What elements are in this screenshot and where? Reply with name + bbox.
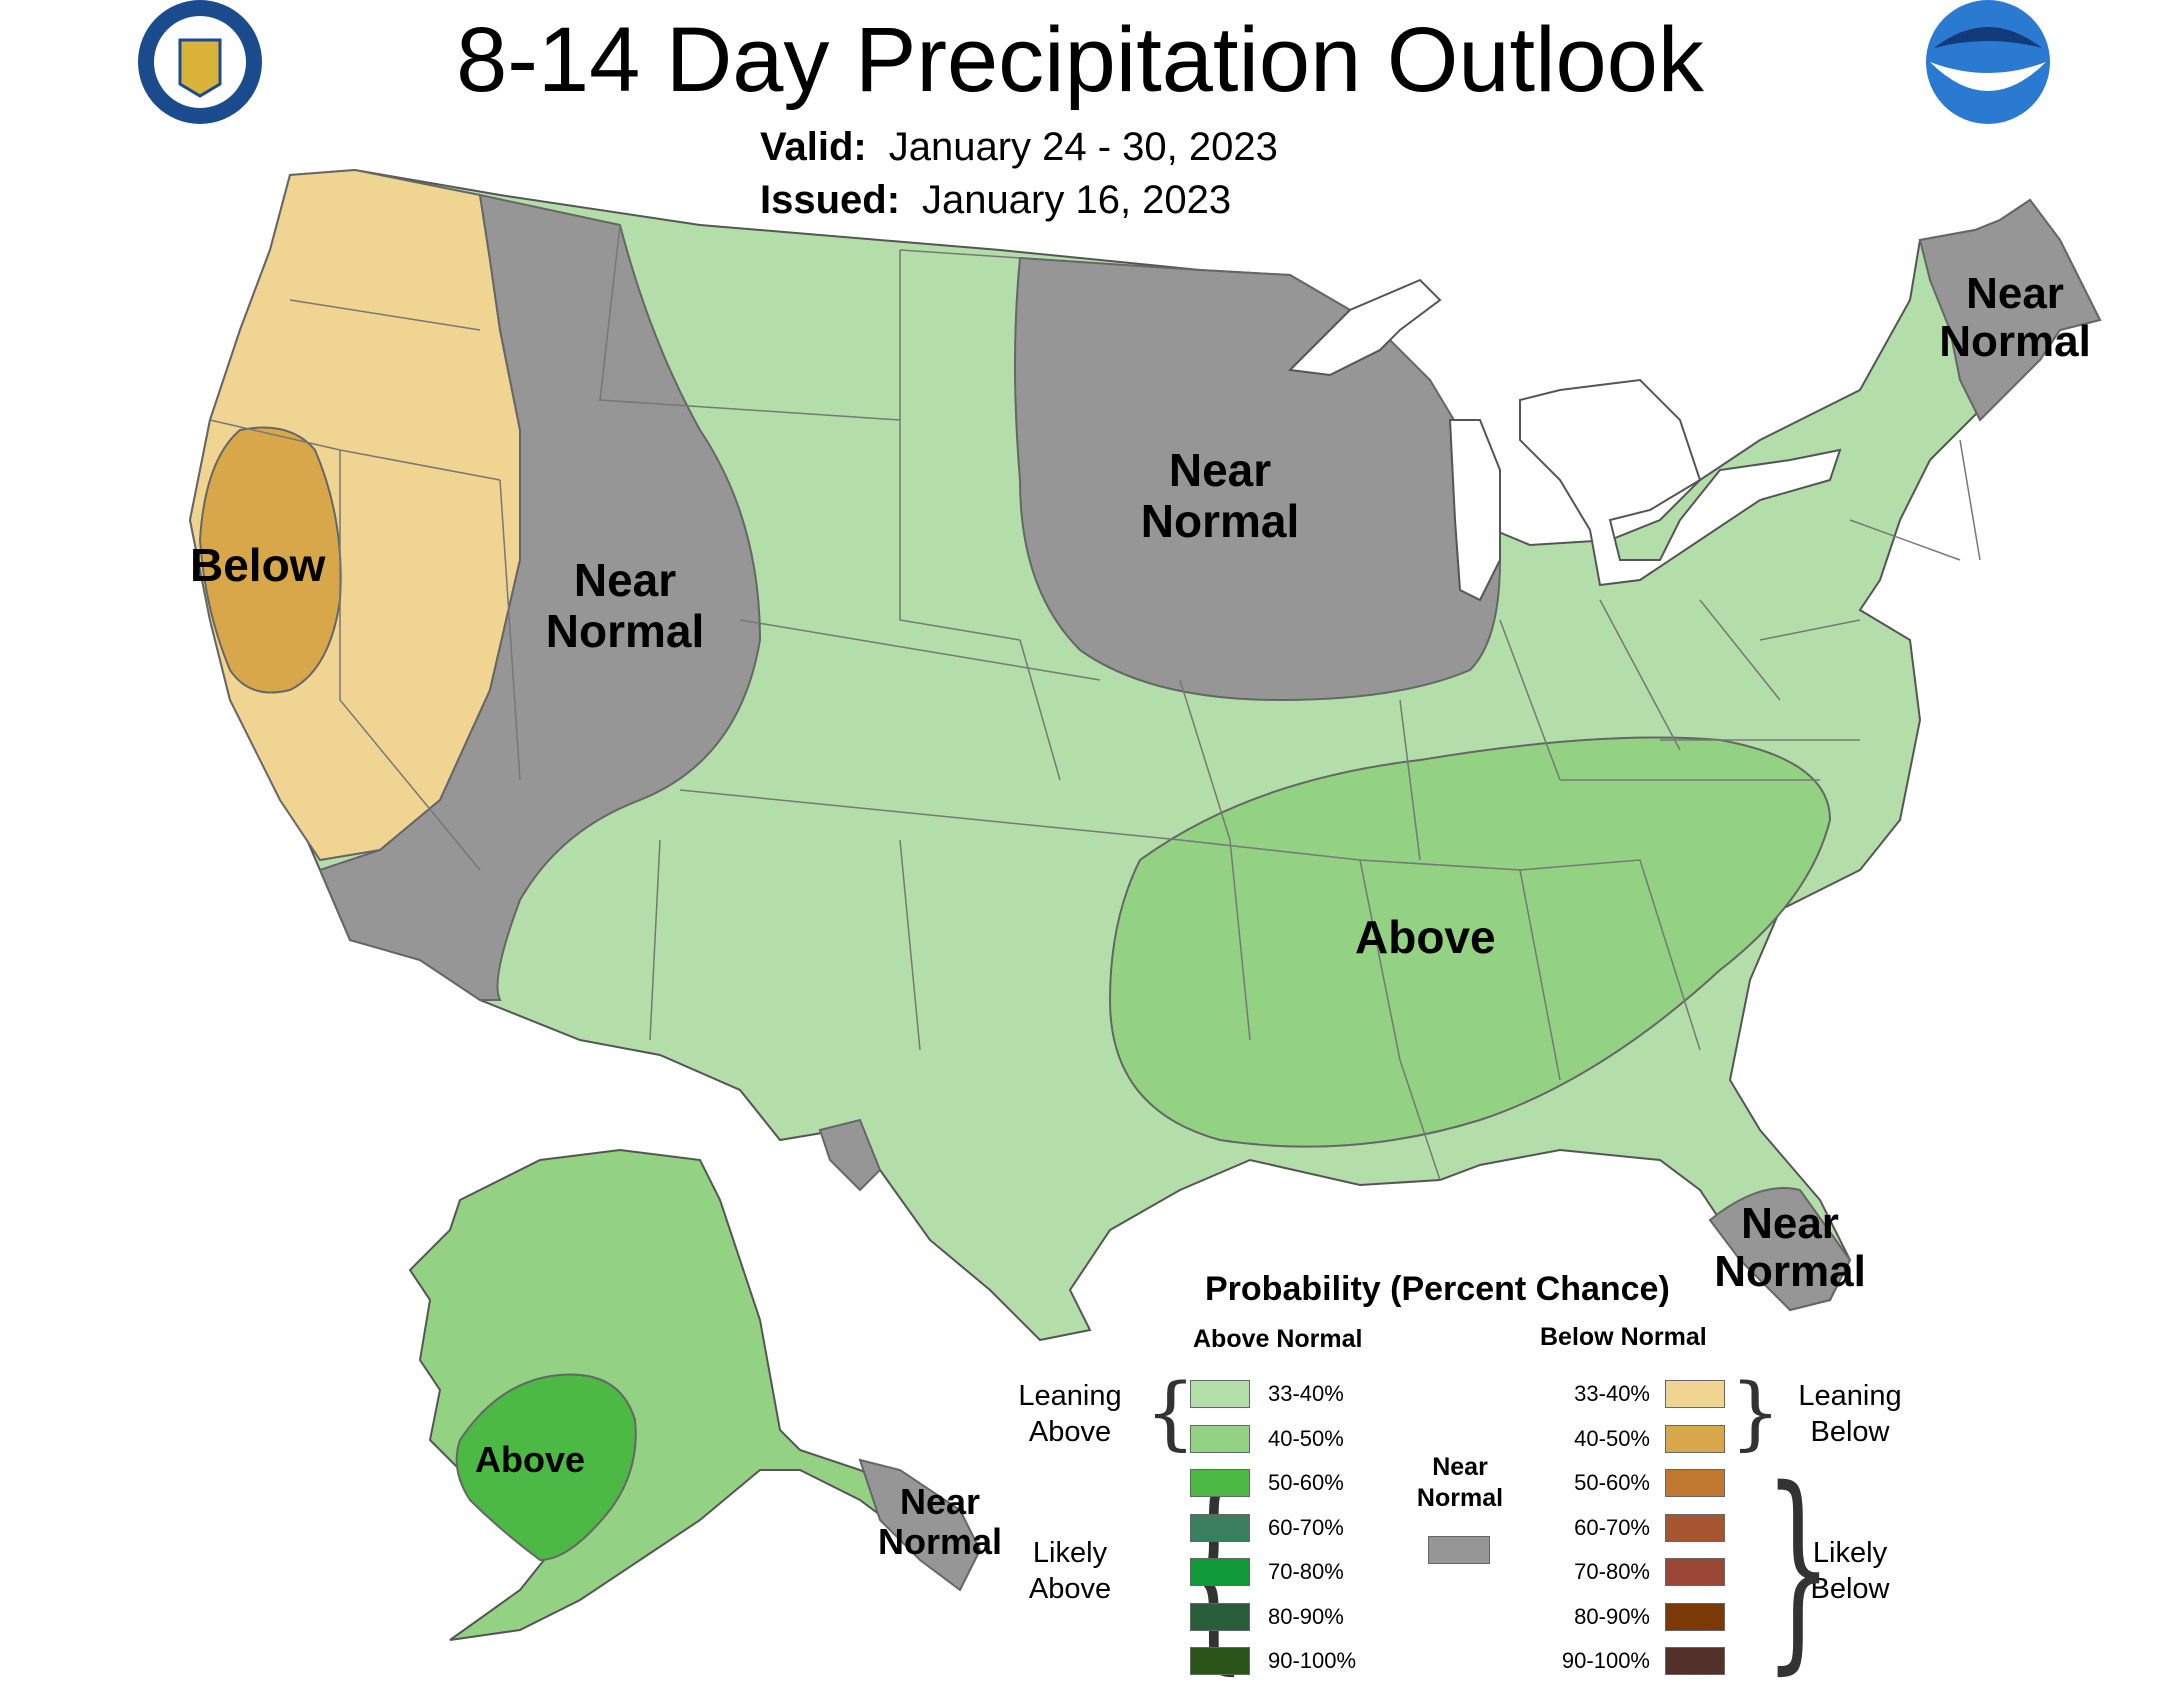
below-legend-range-6: 90-100% (1561, 1648, 1650, 1673)
alaska-near-normal-area (858, 1458, 982, 1592)
legend-above-header: Above Normal (1193, 1325, 1363, 1353)
issued-date-line: Issued: January 16, 2023 (760, 178, 1231, 223)
below-legend-swatch-4 (1665, 1558, 1725, 1586)
above-legend-range-5: 80-90% (1268, 1603, 1344, 1629)
midwest-near-normal-area (1014, 256, 1502, 702)
below-legend-range-4: 70-80% (1574, 1559, 1650, 1584)
texas-near-normal-area (818, 1118, 882, 1192)
legend-leaning-below: Leaning Below (1798, 1380, 1902, 1449)
above-legend-swatch-6 (1190, 1647, 1250, 1675)
below-legend-swatch-0 (1665, 1380, 1725, 1408)
legend-below-header: Below Normal (1540, 1323, 1707, 1351)
southeast-above-area (1108, 736, 1832, 1148)
california-below-area (198, 426, 342, 694)
legend-leaning-above: Leaning Above (1018, 1380, 1122, 1449)
legend-near-swatch (1428, 1536, 1490, 1564)
below-legend-range-5: 80-90% (1574, 1603, 1650, 1629)
state-boundaries (209, 224, 1981, 1181)
above-legend-swatch-4 (1190, 1558, 1250, 1586)
label-midwest-near-normal: Near Normal (1140, 444, 1300, 547)
below-legend-swatch-1 (1665, 1424, 1725, 1453)
label-southeast-above: Above (1355, 911, 1496, 963)
above-legend-range-1: 40-50% (1268, 1425, 1344, 1451)
alaska-above-area (455, 1373, 637, 1562)
legend-title: Probability (Percent Chance) (1205, 1270, 1670, 1308)
above-legend-range-3: 60-70% (1268, 1514, 1344, 1540)
valid-value: January 24 - 30, 2023 (888, 125, 1278, 169)
brace-likely-below: } (1764, 1442, 1833, 1693)
below-legend-range-3: 60-70% (1574, 1514, 1650, 1540)
valid-date-line: Valid: January 24 - 30, 2023 (760, 125, 1278, 170)
noaa-logo (1926, 0, 2050, 124)
great-lakes (1287, 278, 1842, 602)
label-west-near-normal: Near Normal (545, 554, 705, 657)
below-legend-range-1: 40-50% (1574, 1425, 1650, 1451)
below-legend-swatch-6 (1665, 1647, 1725, 1675)
below-legend-swatch-3 (1665, 1513, 1725, 1542)
above-legend-swatch-5 (1190, 1602, 1250, 1631)
label-northeast-near-normal: Near Normal (1939, 269, 2091, 367)
above-legend-swatch-2 (1190, 1469, 1250, 1497)
above-legend-swatch-3 (1190, 1513, 1250, 1542)
below-legend-swatch-5 (1665, 1602, 1725, 1631)
above-legend-swatch-1 (1190, 1424, 1250, 1453)
above-legend-range-4: 70-80% (1268, 1559, 1344, 1584)
above-legend-range-0: 33-40% (1268, 1381, 1344, 1406)
below-legend-range-0: 33-40% (1574, 1381, 1650, 1406)
label-west-below: Below (190, 539, 326, 591)
department-of-commerce-seal (138, 0, 262, 124)
label-alaska-near-normal: Near Normal (877, 1481, 1003, 1562)
map-title: 8-14 Day Precipitation Outlook (456, 9, 1704, 111)
below-legend-range-2: 50-60% (1574, 1470, 1650, 1495)
west-near-normal-area (318, 193, 762, 1001)
issued-label: Issued: (760, 178, 901, 222)
issued-value: January 16, 2023 (922, 178, 1232, 222)
alaska-area (408, 1148, 961, 1641)
label-alaska-above: Above (475, 1439, 586, 1480)
legend-likely-above: Likely Above (1028, 1537, 1112, 1606)
above-legend-range-2: 50-60% (1268, 1470, 1344, 1495)
valid-label: Valid: (760, 125, 867, 169)
label-florida-near-normal: Near Normal (1714, 1199, 1866, 1297)
brace-leaning-below: } (1730, 1366, 1781, 1459)
brace-leaning-above: { (1145, 1366, 1196, 1459)
legend-near-header: Near Normal (1416, 1453, 1504, 1513)
above-legend-range-6: 90-100% (1268, 1648, 1357, 1673)
above-legend-swatch-0 (1190, 1380, 1250, 1408)
northeast-near-normal-area (1918, 198, 2102, 422)
below-legend-swatch-2 (1665, 1469, 1725, 1497)
florida-near-normal-area (1708, 1187, 1852, 1312)
legend-likely-below: Likely Below (1810, 1537, 1890, 1606)
